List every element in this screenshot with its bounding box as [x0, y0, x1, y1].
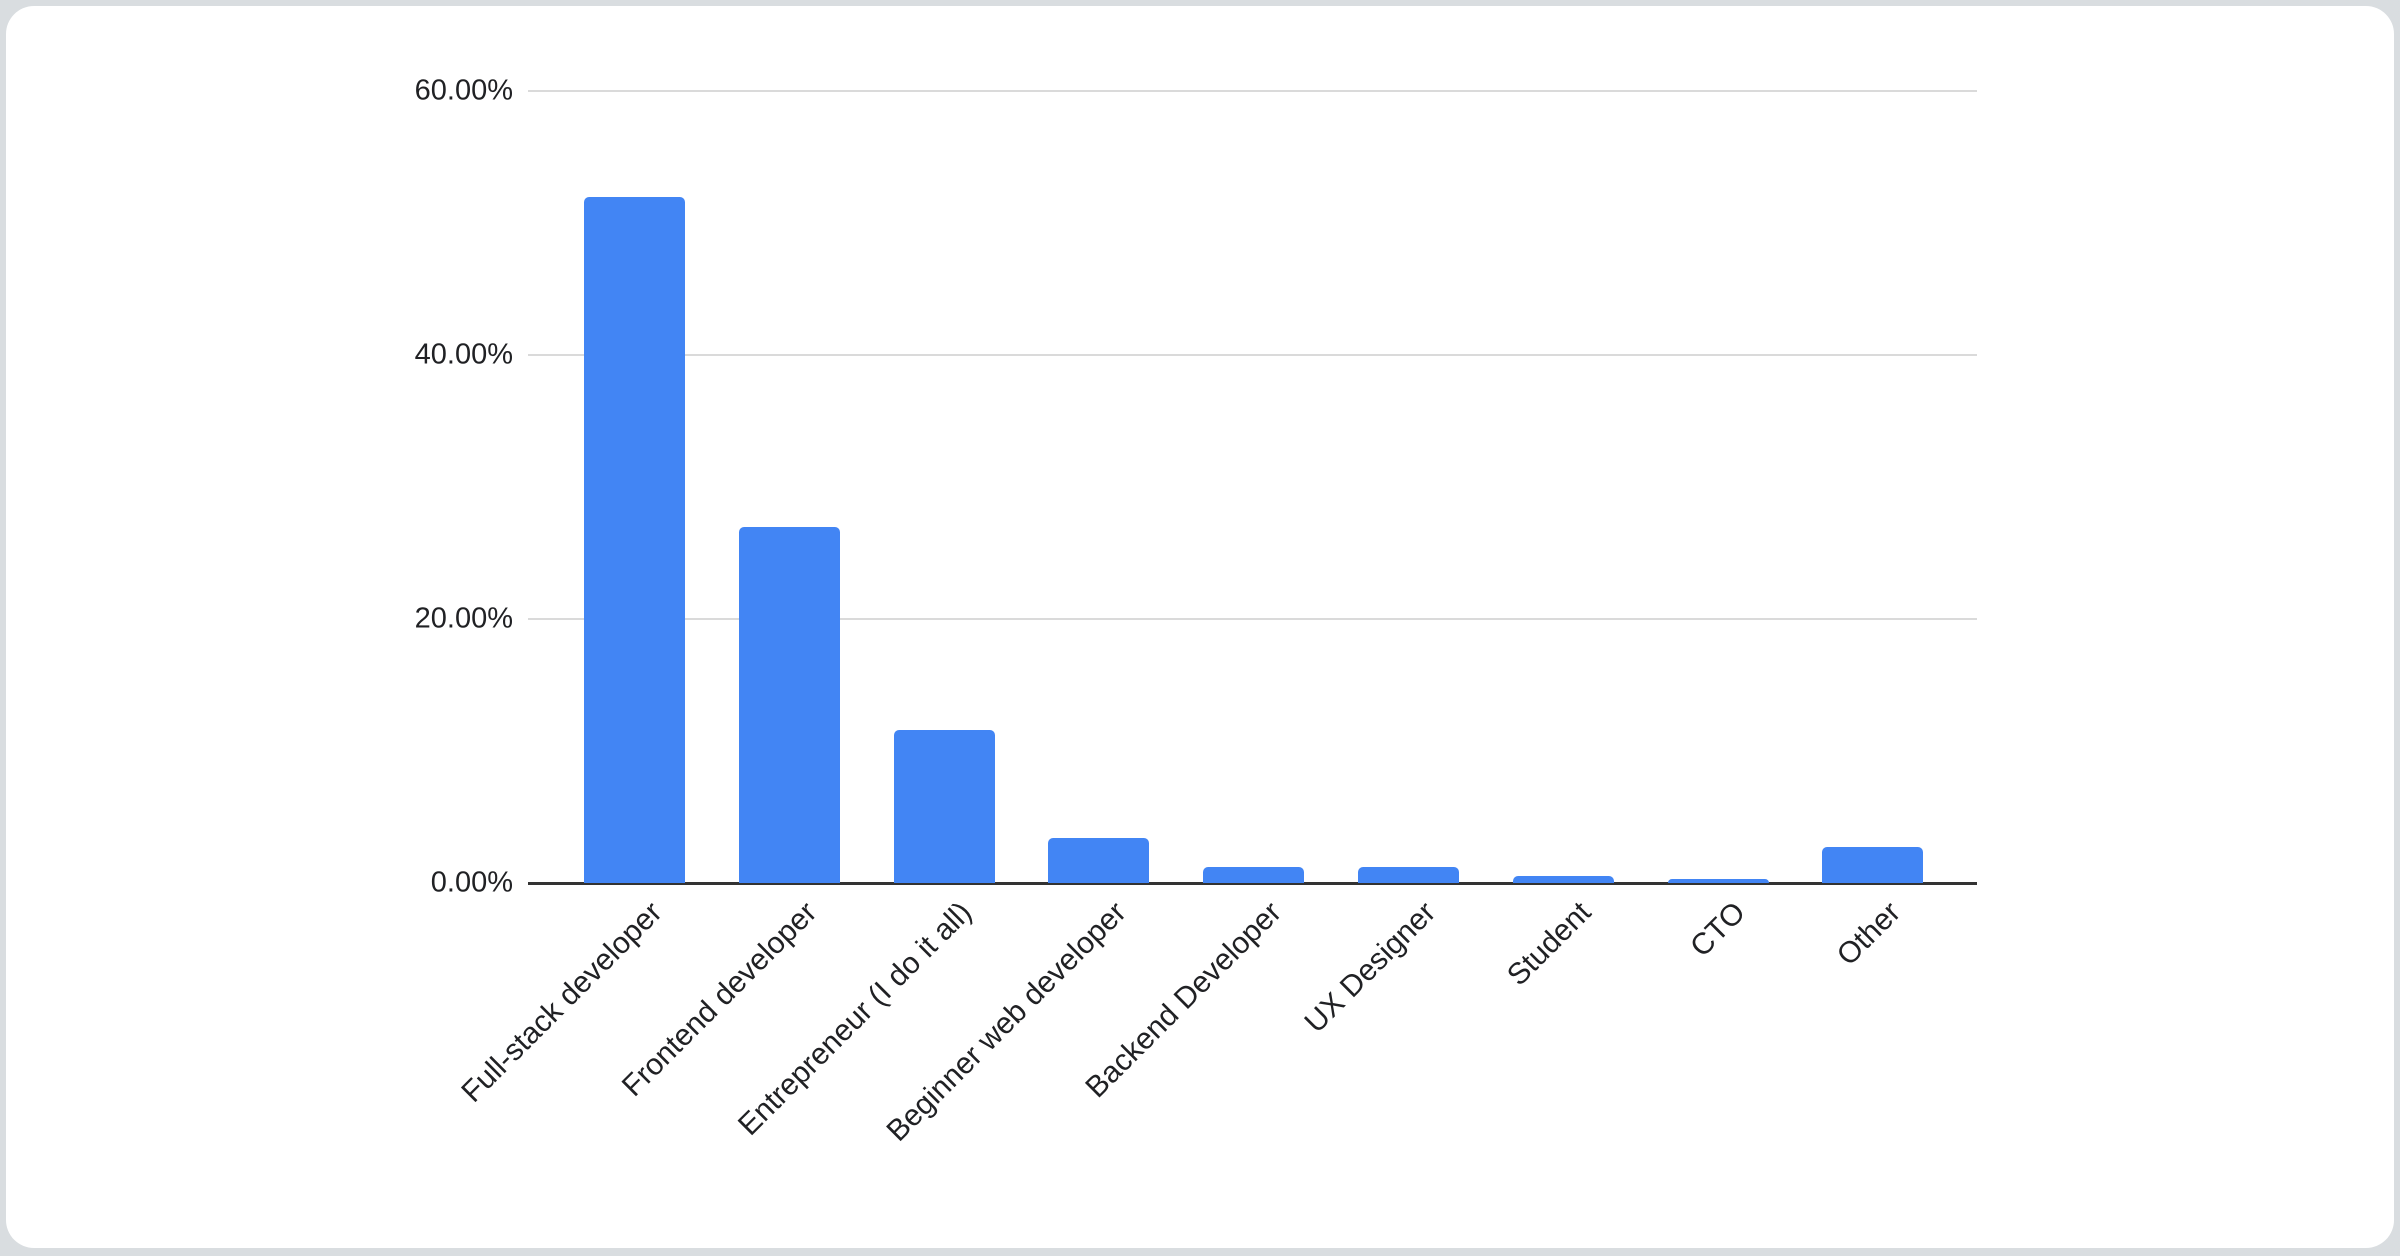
bar[interactable]: [1822, 847, 1924, 883]
plot-area: [528, 90, 1977, 885]
gridline: [528, 354, 1977, 356]
chart-card: 0.00% 20.00% 40.00% 60.00% Full-stack develo…: [6, 6, 2394, 1248]
x-axis-label: Other: [1830, 895, 1907, 973]
x-axis-label: UX Designer: [1298, 895, 1443, 1040]
x-axis-label: CTO: [1684, 895, 1753, 964]
x-axis-line: [528, 882, 1977, 885]
bar[interactable]: [1667, 879, 1769, 883]
bar[interactable]: [1048, 838, 1150, 883]
y-axis-label: 0.00%: [430, 866, 513, 899]
bar[interactable]: [1358, 867, 1459, 883]
y-axis-label: 20.00%: [414, 602, 513, 635]
y-axis-label: 60.00%: [414, 74, 513, 107]
x-axis-label: Student: [1500, 895, 1598, 993]
gridline: [528, 618, 1977, 620]
bar[interactable]: [584, 196, 685, 883]
y-axis-label: 40.00%: [414, 338, 513, 371]
bar[interactable]: [893, 729, 995, 883]
bar[interactable]: [738, 526, 840, 883]
bar[interactable]: [1512, 876, 1614, 883]
gridline: [528, 90, 1977, 92]
bar[interactable]: [1203, 867, 1305, 883]
